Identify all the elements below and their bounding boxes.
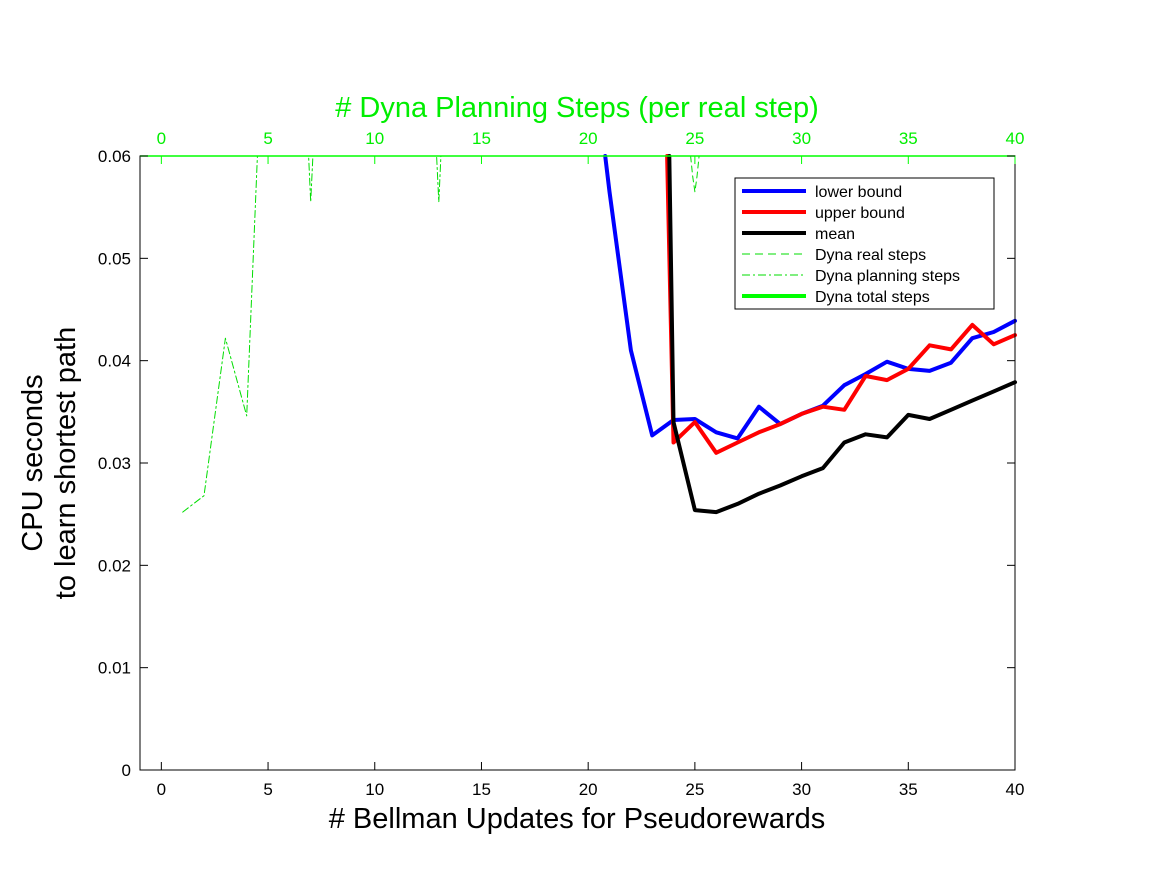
series-line-upper-bound: [665, 154, 1017, 455]
top-tick-label: 30: [792, 129, 811, 148]
x-tick-label: 35: [899, 780, 918, 799]
legend-label-dyna-total-steps: Dyna total steps: [815, 289, 930, 306]
y-tick-label: 0.01: [98, 659, 131, 678]
legend-label-upper-bound: upper bound: [815, 205, 905, 222]
y-tick-label: 0.05: [98, 249, 131, 268]
legend-label-dyna-real-steps: Dyna real steps: [815, 247, 926, 264]
top-axis-label: # Dyna Planning Steps (per real step): [335, 92, 819, 124]
top-tick-label: 25: [685, 129, 704, 148]
y-tick-label: 0.03: [98, 454, 131, 473]
y-axis-label-line-2: to learn shortest path: [50, 327, 82, 599]
y-tick-label: 0.04: [98, 352, 131, 371]
ticks-layer: 0 5 10 15 20 25 30 35 40 0 5 10 15 20 25 30 35 40 0 0.01 0.0…: [98, 129, 1025, 799]
top-tick-label: 20: [579, 129, 598, 148]
series-line-mean: [667, 154, 1017, 515]
legend-label-dyna-planning-steps: Dyna planning steps: [815, 268, 960, 285]
legend-box: [734, 177, 995, 310]
x-tick-label: 20: [579, 780, 598, 799]
x-tick-label: 15: [472, 780, 491, 799]
x-tick-label: 0: [157, 780, 166, 799]
y-axis-label: CPU seconds to learn shortest path: [17, 327, 82, 599]
series-layer: [182, 154, 1017, 515]
legend-label-lower-bound: lower bound: [815, 184, 902, 201]
legend: lower bound upper bound mean Dyna real s…: [734, 177, 995, 310]
x-tick-label: 25: [685, 780, 704, 799]
x-axis-label: # Bellman Updates for Pseudorewards: [329, 803, 825, 835]
x-tick-label: 10: [365, 780, 384, 799]
top-tick-label: 15: [472, 129, 491, 148]
top-tick-label: 35: [899, 129, 918, 148]
y-tick-label: 0.02: [98, 556, 131, 575]
legend-label-mean: mean: [815, 226, 855, 243]
x-tick-label: 5: [263, 780, 272, 799]
top-tick-label: 5: [263, 129, 272, 148]
y-tick-label: 0.06: [98, 147, 131, 166]
y-tick-label: 0: [122, 761, 131, 780]
y-axis-label-line-1: CPU seconds: [17, 374, 49, 551]
series-line-dyna-real-steps: [690, 155, 700, 193]
top-tick-label: 0: [157, 129, 166, 148]
x-tick-label: 40: [1006, 780, 1025, 799]
top-tick-label: 10: [365, 129, 384, 148]
x-tick-label: 30: [792, 780, 811, 799]
top-tick-label: 40: [1006, 129, 1025, 148]
